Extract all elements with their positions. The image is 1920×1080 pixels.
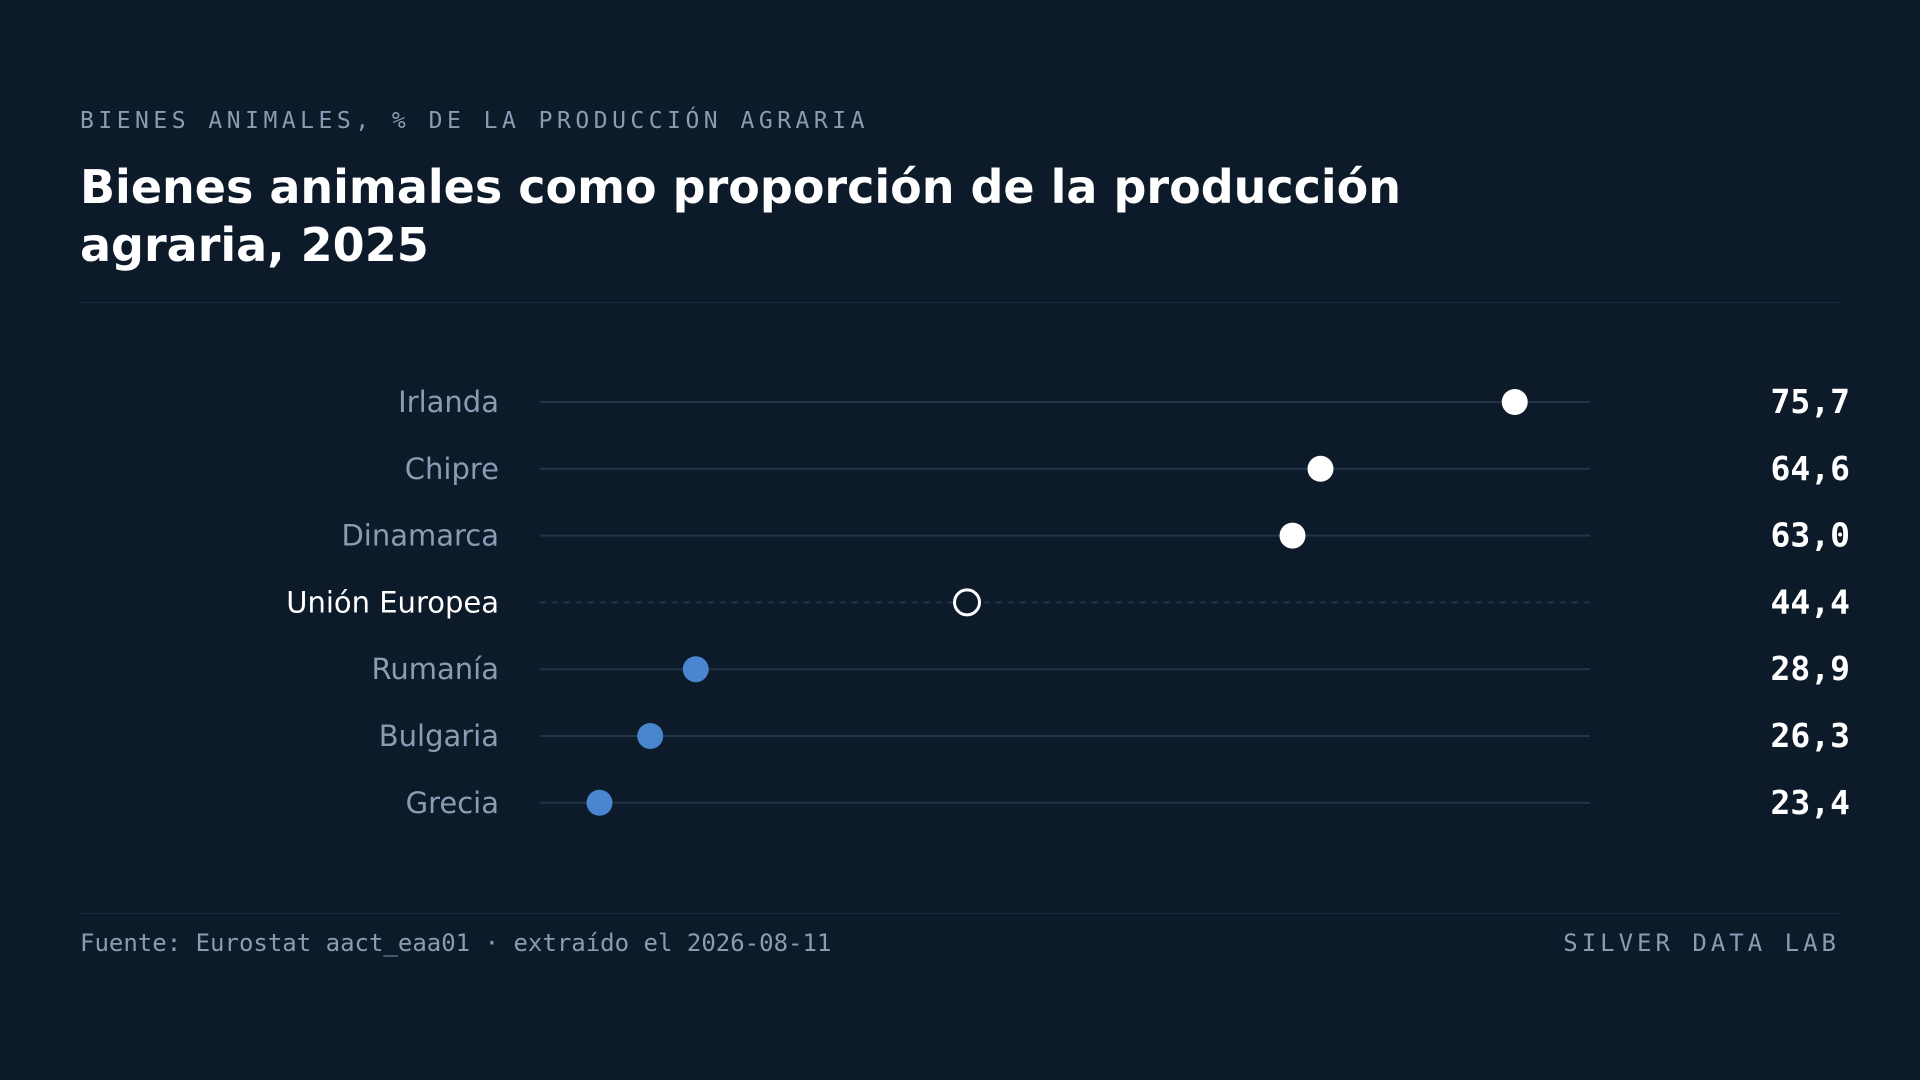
category-label-rumania: Rumanía	[372, 652, 499, 686]
footer-divider	[80, 913, 1840, 914]
chart-kicker: BIENES ANIMALES, % DE LA PRODUCCIÓN AGRA…	[80, 108, 869, 134]
category-label-dinamarca: Dinamarca	[341, 519, 499, 553]
value-label-rumania: 28,9	[1771, 649, 1850, 688]
chart-title: Bienes animales como proporción de la pr…	[80, 160, 1402, 272]
value-label-bulgaria: 26,3	[1771, 716, 1850, 755]
data-point-rumania	[682, 656, 709, 683]
data-point-dinamarca	[1279, 522, 1306, 549]
value-label-dinamarca: 63,0	[1771, 516, 1850, 555]
value-label-chipre: 64,6	[1771, 449, 1850, 488]
category-label-irlanda: Irlanda	[398, 385, 499, 419]
data-point-irlanda	[1501, 389, 1528, 415]
data-point-chipre	[1307, 455, 1334, 482]
data-point-union-europea	[953, 588, 981, 617]
data-point-bulgaria	[637, 723, 664, 749]
header-divider	[80, 302, 1840, 303]
category-label-bulgaria: Bulgaria	[379, 719, 499, 753]
value-label-irlanda: 75,7	[1771, 382, 1850, 421]
category-label-grecia: Grecia	[406, 786, 499, 820]
value-label-union-europea: 44,4	[1771, 582, 1850, 621]
source-note: Fuente: Eurostat aact_eaa01 · extraído e…	[80, 929, 832, 957]
value-label-grecia: 23,4	[1771, 783, 1850, 822]
category-label-union-europea: Unión Europea	[286, 585, 499, 619]
category-label-chipre: Chipre	[405, 452, 499, 486]
brand-label: SILVER DATA LAB	[1563, 929, 1840, 957]
data-point-grecia	[586, 789, 613, 816]
